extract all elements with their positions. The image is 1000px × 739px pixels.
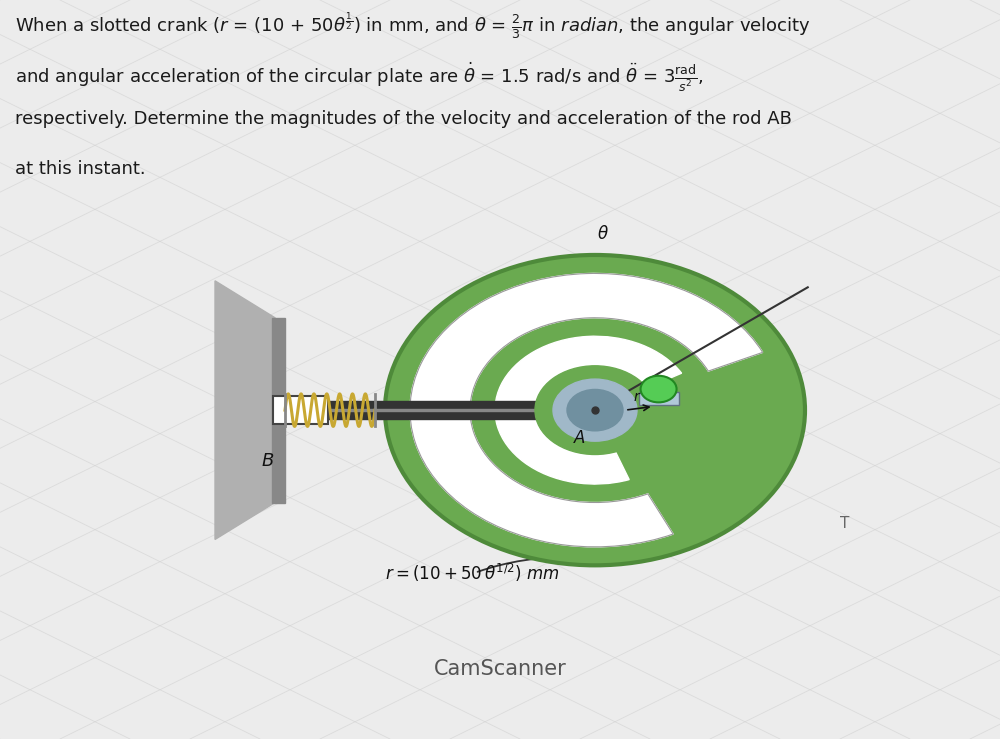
Text: $r$: $r$ <box>633 390 641 404</box>
Polygon shape <box>272 318 285 503</box>
Text: $\theta$: $\theta$ <box>597 225 609 242</box>
Wedge shape <box>410 273 763 547</box>
Text: respectively. Determine the magnitudes of the velocity and acceleration of the r: respectively. Determine the magnitudes o… <box>15 110 792 128</box>
Text: When a slotted crank ($r$ = (10 + 50$\theta^{\frac{1}{2}}$) in mm, and $\theta$ : When a slotted crank ($r$ = (10 + 50$\th… <box>15 11 811 42</box>
Circle shape <box>553 379 637 441</box>
Text: $r = (10 + 50\,\theta^{1/2})$ mm: $r = (10 + 50\,\theta^{1/2})$ mm <box>385 562 560 584</box>
Text: at this instant.: at this instant. <box>15 160 146 177</box>
Text: and angular acceleration of the circular plate are $\dot{\theta}$ = 1.5 rad/s an: and angular acceleration of the circular… <box>15 61 704 94</box>
Circle shape <box>641 375 677 402</box>
Circle shape <box>535 366 655 454</box>
Text: T: T <box>840 517 850 531</box>
Text: $A$: $A$ <box>573 429 587 447</box>
Circle shape <box>567 389 623 431</box>
Polygon shape <box>215 281 275 539</box>
Wedge shape <box>495 336 682 484</box>
Text: CamScanner: CamScanner <box>434 658 566 679</box>
Text: $B$: $B$ <box>261 452 275 469</box>
Bar <box>639 392 679 405</box>
Circle shape <box>385 255 805 565</box>
Bar <box>273 396 328 424</box>
